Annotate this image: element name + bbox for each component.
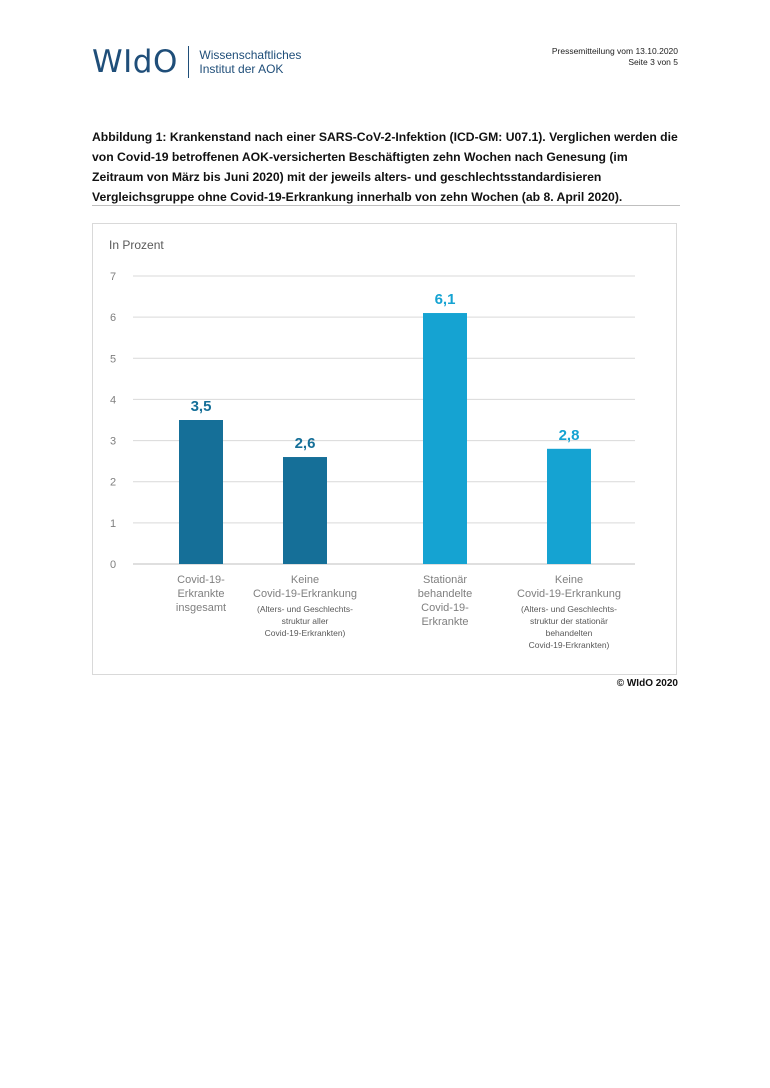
y-tick-label: 2 [110,477,116,489]
category-label: insgesamt [176,602,226,614]
y-tick-label: 6 [110,312,116,324]
data-label: 3,5 [191,398,212,415]
org-line-2: Institut der AOK [199,62,284,76]
y-tick-label: 7 [110,271,116,283]
bars: 3,5 2,6 6,1 2,8 [179,291,591,564]
category-note: Covid-19-Erkrankten) [265,628,346,638]
org-line-1: Wissenschaftliches [199,48,302,62]
category-label: behandelte [418,588,472,600]
category-note: struktur aller [282,616,329,626]
bar [283,457,327,564]
wido-logo: WIdO Wissenschaftliches Institut der AOK [92,46,301,78]
bar-chart: In Prozent 0 1 2 3 4 5 6 7 3,5 2,6 6,1 2,8 Covid-1… [109,238,635,650]
data-label: 6,1 [435,291,456,308]
category-note: (Alters- und Geschlechts- [521,604,617,614]
category-label: Keine [555,574,583,586]
bar [423,313,467,564]
caption-divider [92,205,680,206]
category-note: behandelten [546,628,593,638]
y-axis-label: In Prozent [109,238,164,252]
press-info: Pressemitteilung vom 13.10.2020 Seite 3 … [552,46,678,68]
category-note: (Alters- und Geschlechts- [257,604,353,614]
x-axis-categories: Covid-19- Erkrankte insgesamt Keine Covid-19… [176,574,621,650]
y-tick-label: 5 [110,353,116,365]
category-label: Keine [291,574,319,586]
figure-caption: Abbildung 1: Krankenstand nach einer SAR… [92,130,678,204]
data-label: 2,8 [559,427,580,444]
bar [179,420,223,564]
chart-frame: In Prozent 0 1 2 3 4 5 6 7 3,5 2,6 6,1 2,8 Covid-1… [92,223,677,675]
logo-divider [187,46,190,78]
category-label: Covid-19- [177,574,225,586]
category-label: Erkrankte [421,616,468,628]
category-label: Erkrankte [177,588,224,600]
data-label: 2,6 [295,435,316,452]
category-note: Covid-19-Erkrankten) [529,640,610,650]
category-label: Stationär [423,574,467,586]
category-note: struktur der stationär [530,616,608,626]
y-tick-label: 4 [110,394,116,406]
y-tick-label: 0 [110,559,116,571]
bar [547,448,591,564]
logo-wordmark: WIdO [92,43,178,80]
category-label: Covid-19-Erkrankung [253,588,357,600]
y-axis-ticks: 0 1 2 3 4 5 6 7 [110,271,116,571]
logo-org-name: Wissenschaftliches Institut der AOK [199,48,301,76]
press-date: Pressemitteilung vom 13.10.2020 [551,46,678,56]
y-tick-label: 3 [110,436,116,448]
y-tick-label: 1 [110,518,116,530]
category-label: Covid-19- [421,602,469,614]
copyright-notice: © WIdO 2020 [616,678,678,689]
page-number: Seite 3 von 5 [628,57,678,67]
category-label: Covid-19-Erkrankung [517,588,621,600]
